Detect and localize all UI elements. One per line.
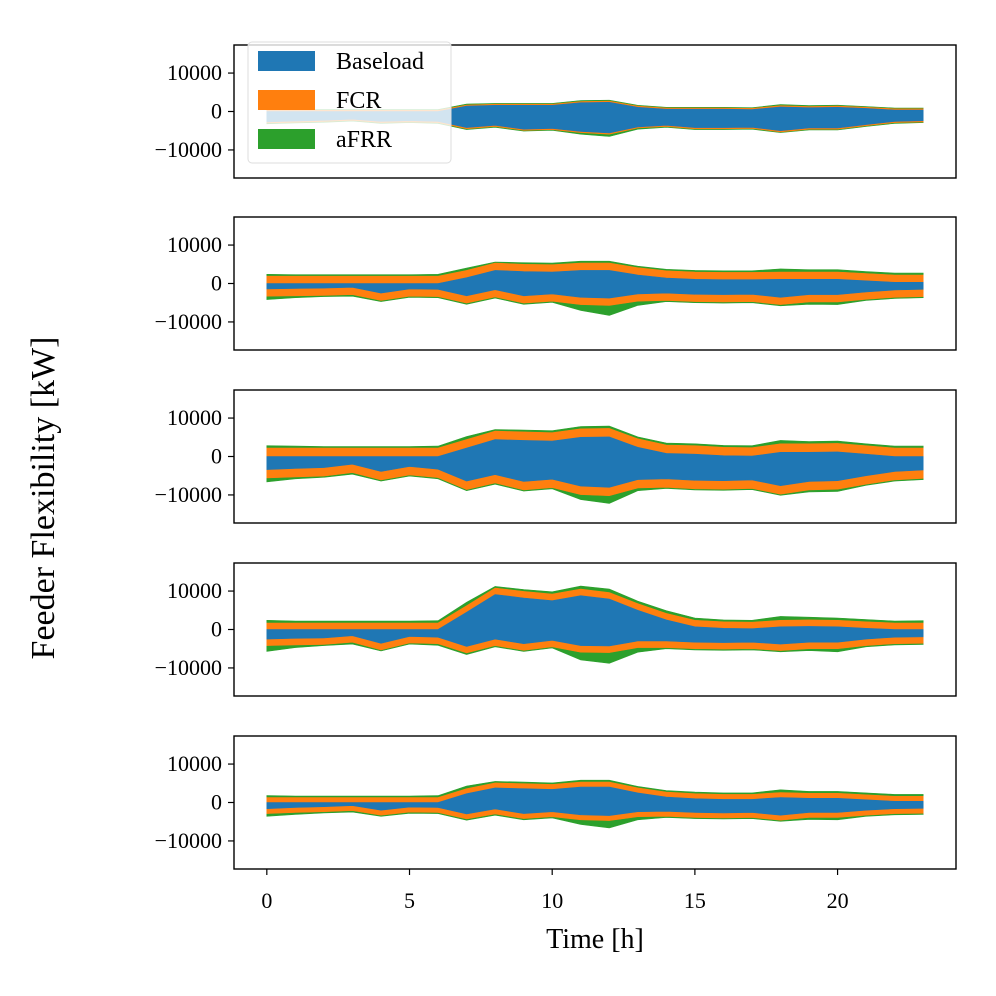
baseload-area [266,270,924,299]
legend-swatch-fcr [258,90,315,110]
y-tick-label: 10000 [167,232,222,257]
y-tick-label: 0 [211,99,222,124]
subplot-4: 10000 0 −10000 [155,562,957,697]
y-axis-label: Feeder Flexibility [kW] [25,337,62,660]
subplot-3: 10000 0 −10000 [155,389,957,524]
y-tick-label: 10000 [167,751,222,776]
subplot-5: 10000 0 −10000 0 5 10 15 20 [155,735,957,913]
y-tick-label: −10000 [155,482,222,507]
subplot-2: 10000 0 −10000 [155,216,957,351]
baseload-area [266,101,924,134]
x-tick-label: 0 [261,888,272,913]
x-axis-label: Time [h] [546,924,644,955]
y-tick-label: −10000 [155,655,222,680]
y-tick-label: 0 [211,790,222,815]
y-tick-label: 10000 [167,405,222,430]
y-tick-label: 0 [211,444,222,469]
x-tick-label: 20 [827,888,849,913]
subplot-1: 10000 0 −10000 [155,44,957,179]
baseload-area [266,594,924,647]
x-tick-label: 10 [541,888,563,913]
y-tick-label: 10000 [167,60,222,85]
legend-label-baseload: Baseload [336,49,424,75]
baseload-area [266,786,924,816]
legend-label-afrr: aFRR [336,127,392,153]
legend-swatch-afrr [258,129,315,149]
y-tick-label: 0 [211,271,222,296]
y-tick-label: −10000 [155,309,222,334]
y-tick-label: −10000 [155,137,222,162]
y-tick-label: 10000 [167,578,222,603]
baseload-area [266,436,924,488]
legend-label-fcr: FCR [336,88,381,114]
x-tick-label: 15 [684,888,706,913]
y-tick-label: 0 [211,617,222,642]
x-tick-label: 5 [404,888,415,913]
legend: Baseload FCR aFRR [247,41,452,164]
y-tick-label: −10000 [155,828,222,853]
legend-swatch-baseload [258,51,315,71]
